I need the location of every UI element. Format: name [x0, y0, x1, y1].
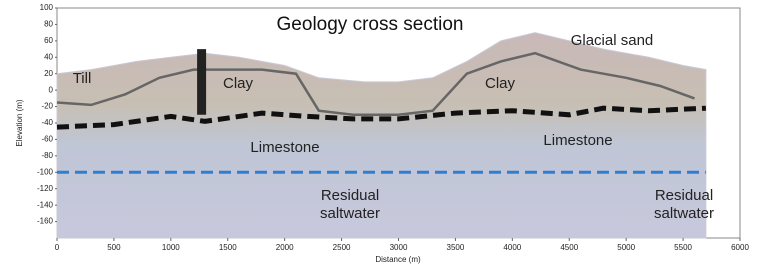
y-tick-label: -140: [37, 200, 54, 209]
y-tick-label: 80: [44, 20, 53, 29]
annotation: Limestone: [250, 139, 319, 156]
x-tick-label: 500: [107, 243, 121, 252]
y-tick-label: -40: [41, 118, 53, 127]
annotation: Glacial sand: [571, 32, 654, 49]
x-tick-label: 1500: [219, 243, 237, 252]
y-tick-label: -100: [37, 167, 54, 176]
annotation-line: saltwater: [320, 205, 380, 222]
annotation-line: Residual: [321, 187, 379, 204]
y-tick-label: -20: [41, 102, 53, 111]
x-tick-label: 2000: [276, 243, 294, 252]
y-tick-label: -60: [41, 135, 53, 144]
chart: Geology cross section Distance (m) Eleva…: [0, 0, 762, 270]
x-tick-label: 3000: [390, 243, 408, 252]
annotation: Till: [73, 70, 92, 87]
y-axis-title: Elevation (m): [15, 99, 24, 146]
x-tick-label: 5500: [674, 243, 692, 252]
x-axis-title: Distance (m): [375, 255, 421, 264]
annotation: Clay: [485, 75, 516, 92]
annotation-line: Residual: [655, 187, 713, 204]
page: {"chart_data": {"type": "line", "title":…: [0, 0, 762, 270]
x-tick-label: 3500: [447, 243, 465, 252]
y-tick-label: 0: [49, 85, 54, 94]
y-tick-label: 60: [44, 36, 53, 45]
y-tick-label: 100: [40, 3, 54, 12]
x-tick-label: 6000: [731, 243, 749, 252]
y-tick-label: -120: [37, 184, 54, 193]
x-tick-label: 4500: [560, 243, 578, 252]
y-tick-label: -80: [41, 151, 53, 160]
y-tick-label: 40: [44, 52, 53, 61]
x-tick-label: 4000: [503, 243, 521, 252]
x-tick-label: 0: [55, 243, 60, 252]
annotation-line: saltwater: [654, 205, 714, 222]
y-tick-label: 20: [44, 69, 53, 78]
annotation: Clay: [223, 75, 254, 92]
y-tick-label: -160: [37, 217, 54, 226]
x-tick-label: 2500: [333, 243, 351, 252]
x-tick-label: 5000: [617, 243, 635, 252]
annotation: Limestone: [543, 132, 612, 149]
x-tick-label: 1000: [162, 243, 180, 252]
chart-title: Geology cross section: [277, 14, 464, 35]
